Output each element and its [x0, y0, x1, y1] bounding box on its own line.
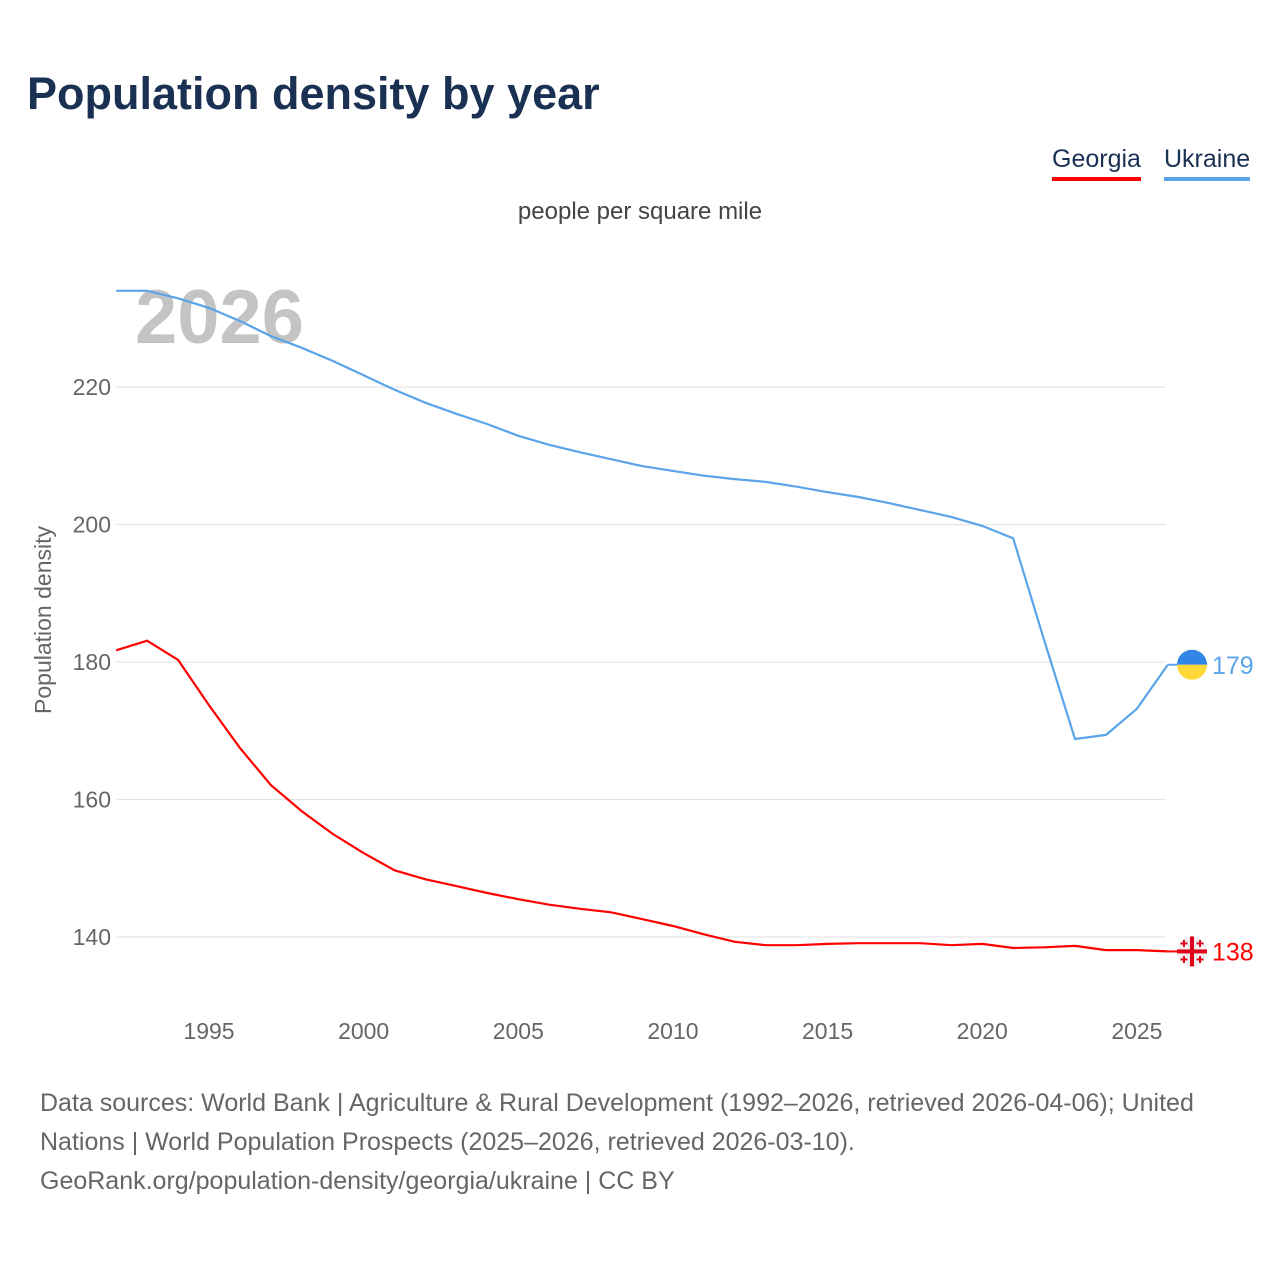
x-tick-label: 2025 — [1111, 1018, 1162, 1044]
x-tick-label: 2010 — [647, 1018, 698, 1044]
y-tick-label: 200 — [73, 512, 111, 538]
y-axis-label: Population density — [30, 526, 56, 714]
year-watermark: 2026 — [135, 275, 304, 360]
x-tick-label: 2015 — [802, 1018, 853, 1044]
unit-label: people per square mile — [517, 198, 763, 225]
series-line-ukraine — [116, 289, 1169, 741]
chart-title: Population density by year — [27, 68, 600, 119]
y-tick-label: 160 — [73, 787, 111, 813]
series-line-georgia — [115, 639, 1168, 953]
georgia-flag-icon — [1177, 936, 1207, 967]
y-tick-label: 220 — [73, 374, 111, 400]
ukraine-flag-icon — [1177, 649, 1207, 680]
x-tick-label: 2000 — [338, 1018, 389, 1044]
y-tick-label: 140 — [73, 924, 111, 950]
x-tick-label: 2005 — [493, 1018, 544, 1044]
legend-georgia[interactable]: Georgia — [1052, 145, 1141, 181]
x-tick-label: 1995 — [183, 1018, 234, 1044]
x-tick-label: 2020 — [957, 1018, 1008, 1044]
end-value-label: 179 — [1212, 652, 1254, 680]
footer: Data sources: World Bank | Agriculture &… — [40, 1084, 1250, 1201]
y-tick-label: 180 — [73, 649, 111, 675]
data-sources: Data sources: World Bank | Agriculture &… — [40, 1089, 1194, 1156]
legend-ukraine[interactable]: Ukraine — [1164, 145, 1251, 181]
end-value-label: 138 — [1212, 938, 1254, 966]
source-link[interactable]: GeoRank.org/population-density/georgia/u… — [40, 1167, 675, 1195]
